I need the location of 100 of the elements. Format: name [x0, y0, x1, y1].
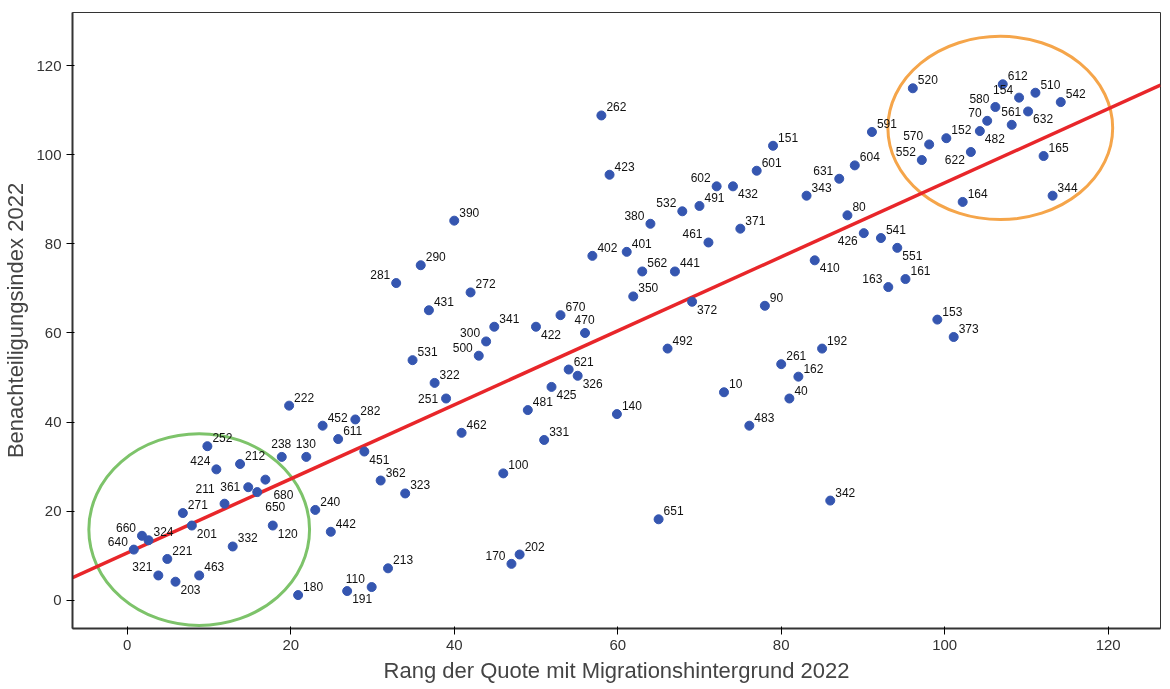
annotation: 153 — [942, 304, 963, 319]
annotation: 120 — [277, 526, 299, 541]
annotation: 670 — [565, 300, 586, 315]
annotation: 371 — [745, 213, 766, 228]
annotation: 154 — [993, 82, 1014, 97]
annotation: 483 — [754, 410, 775, 425]
y-tick-label: 0 — [53, 591, 62, 609]
annotation: 202 — [524, 539, 545, 554]
annotation: 165 — [1048, 141, 1069, 156]
annotation: 570 — [903, 129, 924, 144]
x-tick-label: 80 — [772, 635, 790, 653]
annotation: 441 — [679, 256, 701, 271]
annotation: 580 — [969, 91, 990, 106]
annotation: 551 — [902, 248, 923, 263]
annotation: 240 — [320, 494, 341, 509]
annotation: 531 — [417, 345, 438, 360]
annotation: 451 — [369, 452, 390, 467]
annotation: 272 — [475, 277, 496, 292]
annotation: 162 — [803, 361, 824, 376]
x-tick-label: 120 — [1095, 635, 1121, 653]
annotation: 110 — [345, 572, 366, 587]
annotation: 281 — [370, 268, 391, 283]
annotation: 402 — [597, 240, 618, 255]
annotation: 221 — [172, 543, 193, 558]
annotation: 390 — [459, 205, 480, 220]
annotation: 323 — [410, 478, 431, 493]
annotation: 192 — [827, 333, 848, 348]
annotation: 211 — [195, 481, 215, 496]
annotation: 70 — [968, 105, 982, 120]
annotation: 130 — [295, 436, 317, 451]
x-tick-label: 60 — [609, 635, 627, 653]
annotation: 361 — [220, 480, 241, 495]
annotation: 422 — [540, 327, 562, 342]
annotation: 161 — [910, 264, 931, 279]
annotation: 680 — [273, 487, 294, 502]
y-tick-label: 80 — [44, 234, 62, 252]
annotation: 651 — [663, 504, 684, 519]
annotation: 341 — [499, 311, 520, 326]
annotation: 251 — [418, 391, 439, 406]
annotation: 640 — [107, 534, 129, 549]
y-tick-label: 120 — [36, 56, 62, 74]
annotation: 426 — [837, 234, 859, 249]
annotation: 491 — [704, 190, 725, 205]
annotation: 452 — [327, 410, 348, 425]
y-tick-label: 60 — [44, 323, 62, 341]
annotation: 601 — [761, 155, 783, 170]
annotation: 282 — [360, 404, 381, 419]
x-tick-label: 40 — [445, 635, 463, 653]
annotation: 542 — [1065, 87, 1087, 102]
annotation: 80 — [852, 200, 867, 215]
annotation: 290 — [425, 250, 447, 265]
annotation: 431 — [433, 295, 455, 310]
x-axis-title: Rang der Quote mit Migrationshintergrund 2022 — [383, 657, 850, 683]
y-tick-label: 20 — [44, 502, 62, 520]
annotation: 40 — [794, 383, 809, 398]
annotation: 650 — [265, 500, 286, 515]
annotation: 541 — [885, 223, 907, 238]
annotation: 470 — [574, 312, 595, 327]
annotation: 152 — [951, 123, 972, 138]
annotation: 442 — [335, 516, 357, 531]
annotation: 163 — [862, 272, 883, 287]
annotation: 222 — [294, 390, 315, 405]
annotation: 203 — [180, 582, 201, 597]
annotation: 401 — [631, 236, 653, 251]
annotation: 481 — [532, 395, 554, 410]
x-tick-label: 20 — [282, 635, 300, 653]
y-tick-label: 40 — [44, 413, 62, 431]
annotation: 321 — [132, 560, 153, 575]
annotation: 238 — [271, 436, 292, 451]
annotation: 212 — [245, 449, 266, 464]
x-tick-label: 0 — [123, 635, 132, 653]
annotation: 372 — [697, 302, 718, 317]
annotation: 90 — [769, 290, 784, 305]
annotation: 500 — [452, 340, 474, 355]
annotation: 410 — [819, 261, 841, 276]
y-axis-title: Benachteiligungsindex 2022 — [3, 182, 29, 459]
annotation: 552 — [895, 145, 917, 160]
annotation: 213 — [393, 553, 414, 568]
annotation: 532 — [656, 196, 677, 211]
annotation: 331 — [549, 424, 570, 439]
annotation: 373 — [958, 321, 980, 336]
annotation: 380 — [624, 208, 645, 223]
annotation: 262 — [606, 100, 627, 115]
annotation: 621 — [573, 354, 595, 369]
annotation: 432 — [737, 187, 759, 202]
annotation: 561 — [1001, 104, 1022, 119]
annotation: 510 — [1040, 77, 1061, 92]
y-tick-label: 100 — [36, 145, 62, 163]
annotation: 424 — [190, 454, 211, 469]
annotation: 164 — [967, 186, 989, 201]
annotation: 602 — [690, 171, 711, 186]
annotation: 660 — [115, 520, 137, 535]
annotation: 151 — [778, 130, 799, 145]
annotation: 261 — [786, 349, 807, 364]
annotation: 632 — [1033, 112, 1054, 127]
annotation: 326 — [582, 376, 604, 391]
annotation: 461 — [682, 227, 703, 242]
annotation: 324 — [153, 525, 174, 540]
annotation: 100 — [508, 458, 529, 473]
annotation: 344 — [1057, 180, 1078, 195]
